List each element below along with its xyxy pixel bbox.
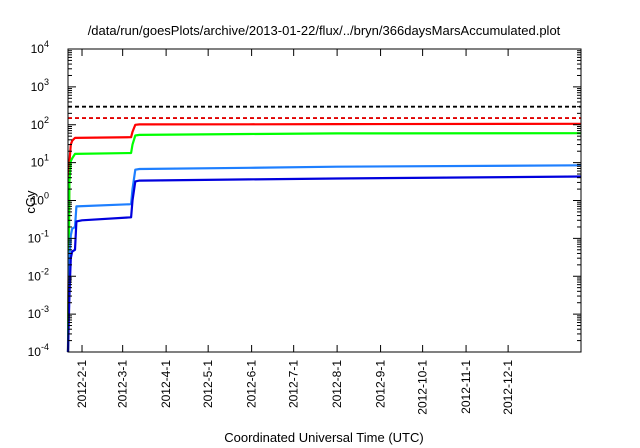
y-tick-label: 101 [31, 153, 49, 170]
y-tick-label: 10-1 [28, 228, 49, 245]
x-tick-label: 2012-5-1 [201, 360, 215, 408]
x-tick-label: 2012-3-1 [116, 360, 130, 408]
x-tick-label: 2012-8-1 [330, 360, 344, 408]
x-tick-label: 2012-7-1 [287, 360, 301, 408]
x-axis-label: Coordinated Universal Time (UTC) [224, 430, 423, 445]
x-tick-label: 2012-10-1 [416, 360, 430, 415]
series-line [66, 175, 582, 353]
x-tick-label: 2012-4-1 [159, 360, 173, 408]
x-tick-label: 2012-9-1 [374, 360, 388, 408]
x-tick-label: 2012-6-1 [245, 360, 259, 408]
y-tick-label: 104 [31, 39, 49, 56]
series-line [66, 164, 582, 353]
plot-frame [67, 48, 582, 353]
y-axis-label: cGy [23, 190, 38, 214]
y-tick-label: 100 [31, 191, 49, 208]
y-tick-label: 102 [31, 115, 49, 132]
x-tick-label: 2012-2-1 [75, 360, 89, 408]
y-tick-label: 10-3 [28, 304, 49, 321]
series-layer [66, 122, 582, 353]
series-line [66, 122, 582, 353]
reference-lines [68, 105, 581, 119]
axes-layer: 10-4 10-3 10-2 10-1 100 101 102 103 104 2012-2-1 2… [28, 39, 581, 415]
y-tick-label: 10-4 [28, 342, 49, 359]
chart-title: /data/run/goesPlots/archive/2013-01-22/f… [88, 23, 561, 38]
x-tick-label: 2012-11-1 [459, 360, 473, 414]
y-tick-label: 103 [31, 77, 49, 94]
x-tick-label: 2012-12-1 [501, 360, 515, 415]
y-tick-label: 10-2 [28, 266, 49, 283]
